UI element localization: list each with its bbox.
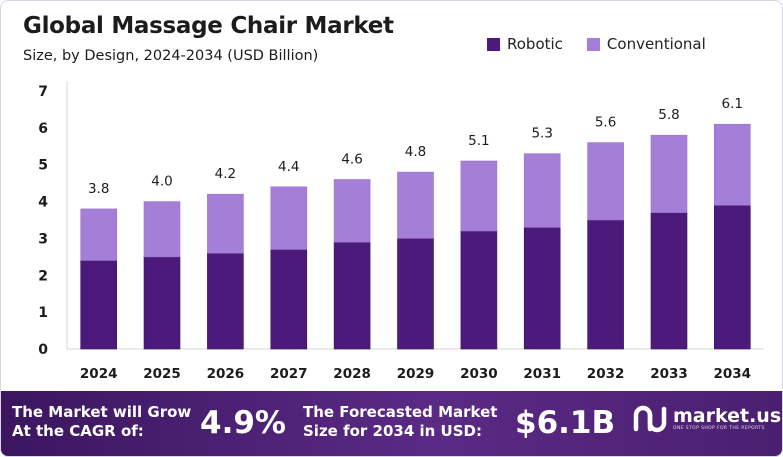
cagr-caption: The Market will Grow At the CAGR of: [12,403,191,441]
x-tick-label: 2030 [460,366,498,382]
chart-subtitle: Size, by Design, 2024-2034 (USD Billion) [23,48,319,64]
y-tick-label: 5 [38,158,48,174]
forecast-caption-line1: The Forecasted Market [303,403,498,421]
legend-swatch-conventional [586,37,600,51]
data-label-total: 4.4 [278,159,299,175]
data-label-total: 5.6 [595,115,616,131]
bar-conventional-2025 [143,201,181,258]
y-tick-label: 0 [38,342,48,358]
bar-conventional-2028 [333,179,371,243]
x-tick-label: 2025 [143,366,181,382]
x-tick-label: 2029 [397,366,435,382]
data-label-total: 3.8 [88,181,109,197]
market-us-logo-icon [633,405,667,433]
bar-robotic-2032 [587,219,624,350]
data-label-total: 4.0 [151,174,172,190]
y-tick-label: 1 [38,305,48,321]
bar-conventional-2030 [460,160,498,232]
legend-item-robotic: Robotic [487,35,563,53]
x-tick-label: 2026 [207,366,245,382]
bar-robotic-2033 [650,212,688,350]
cagr-value: 4.9% [200,405,286,441]
brand-name: market.us [673,404,782,427]
forecast-value: $6.1B [515,405,616,441]
data-label-total: 5.3 [531,126,552,142]
bar-conventional-2033 [650,134,688,213]
data-label-total: 4.8 [405,144,426,160]
bar-conventional-2024 [80,208,117,261]
legend-swatch-robotic [487,37,500,51]
cagr-caption-line2: At the CAGR of: [12,422,144,440]
forecast-caption: The Forecasted Market Size for 2034 in U… [303,403,497,441]
bar-conventional-2026 [207,193,244,254]
bar-robotic-2026 [207,252,244,350]
x-tick-label: 2031 [523,366,561,382]
x-tick-label: 2033 [650,366,688,382]
x-tick-label: 2028 [333,366,371,382]
x-tick-label: 2024 [80,366,118,382]
data-label-total: 6.1 [722,96,743,112]
bar-robotic-2030 [460,230,498,350]
data-label-total: 4.2 [215,166,236,182]
bar-conventional-2029 [397,171,434,239]
y-tick-label: 7 [38,84,48,100]
data-label-total: 5.8 [658,107,679,123]
x-tick-label: 2027 [270,366,308,382]
bar-chart: 0 1 2 3 4 5 6 7 3.8 2024 4.0 2025 4.2 2026 4.4 2027 4.6 2… [38,81,764,382]
x-tick-label: 2034 [714,366,752,382]
brand-tagline: ONE STOP SHOP FOR THE REPORTS [673,425,765,431]
bar-robotic-2028 [333,241,371,350]
chart-legend: Robotic Conventional [487,35,730,53]
data-label-total: 4.6 [341,152,362,168]
y-tick-label: 4 [38,195,48,211]
bar-conventional-2031 [523,153,561,228]
forecast-caption-line2: Size for 2034 in USD: [303,422,482,440]
bar-robotic-2027 [270,249,308,350]
legend-label-robotic: Robotic [507,35,563,53]
y-tick-label: 6 [38,121,48,137]
bar-robotic-2029 [397,238,434,350]
bar-conventional-2032 [587,142,624,221]
bar-robotic-2031 [523,227,561,350]
bar-conventional-2027 [270,186,308,250]
cagr-caption-line1: The Market will Grow [12,403,192,421]
summary-banner: The Market will Grow At the CAGR of: 4.9… [1,391,782,456]
bar-conventional-2034 [713,123,751,206]
x-tick-label: 2032 [587,366,625,382]
bar-robotic-2025 [143,256,181,350]
bar-robotic-2024 [80,260,117,350]
y-tick-label: 2 [38,268,48,284]
legend-label-conventional: Conventional [606,35,706,53]
data-label-total: 5.1 [468,133,489,149]
bar-robotic-2034 [713,205,751,350]
chart-title: Global Massage Chair Market [23,13,394,39]
legend-item-conventional: Conventional [586,35,706,53]
y-tick-label: 3 [38,231,48,247]
brand-logo: market.us ONE STOP SHOP FOR THE REPORTS [633,403,781,433]
